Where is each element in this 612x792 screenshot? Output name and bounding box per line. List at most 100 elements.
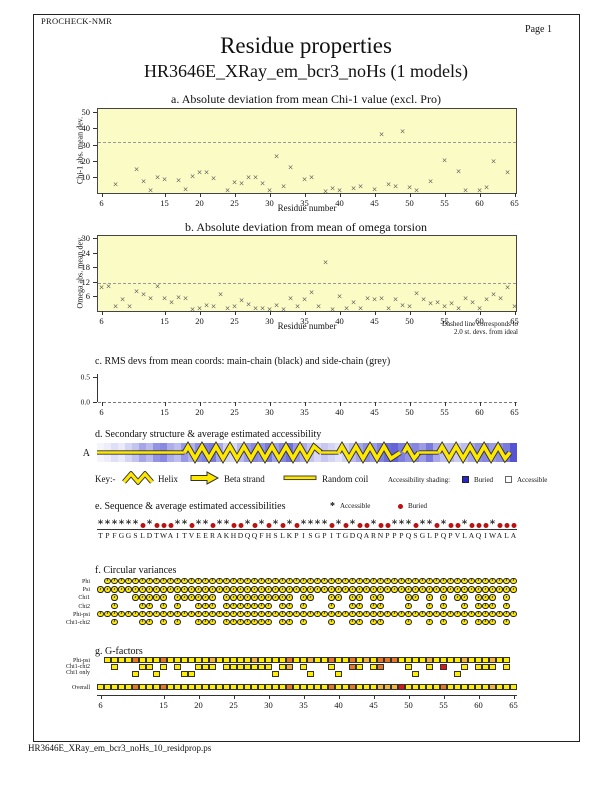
variance-dial-icon [223,610,230,618]
variance-dial-icon [426,610,433,618]
scatter-marker: × [294,302,301,311]
scatter-marker: × [189,305,196,314]
variance-dial-icon [181,594,188,601]
variance-dial-icon [300,586,307,593]
sequence-letter: H [265,531,272,540]
accessible-symbol: * [441,514,446,532]
variance-dial-icon [251,578,258,585]
accessibility-shading-label: Accessibility shading: [388,476,451,484]
buried-symbol [329,515,334,533]
sequence-letter: Q [244,531,251,540]
scatter-marker: × [378,294,385,303]
variance-dial-icon [489,619,496,626]
sequence-letter: G [342,531,349,540]
y-tick [93,296,97,298]
variance-dial-icon [433,610,440,618]
variance-dial-icon [342,610,349,618]
variance-dial-icon [111,578,118,585]
x-tick [339,311,341,315]
sequence-letter: A [167,531,174,540]
sequence-letter: I [176,531,179,540]
x-tick-label: 50 [405,407,414,417]
scatter-marker: × [469,298,476,307]
buried-dot-icon [231,523,236,528]
scatter-marker: × [252,304,259,313]
buried-symbol [210,515,215,533]
scatter-marker: × [371,295,378,304]
variance-dial-icon [188,578,195,585]
variance-dial-icon [503,619,510,626]
gfactor-overall-square [328,684,335,691]
variance-dial-icon [195,586,202,593]
buried-dot-icon [154,523,159,528]
variance-dial-icon [251,602,258,609]
variance-dial-icon [230,610,237,618]
gfactor-overall-square [489,684,496,691]
variance-dial-icon [433,578,440,585]
variance-dial-icon [125,586,132,593]
scatter-marker: × [329,305,336,314]
variance-dial-icon [426,619,433,626]
sequence-letter: P [434,531,439,540]
x-tick-label: 45 [370,316,379,326]
variance-dial-icon [398,610,405,618]
accessible-legend-label: Accessible [340,502,371,510]
gfactor-square [244,664,251,671]
variance-dial-icon [174,578,181,585]
accessible-star-icon: * [349,519,356,530]
buried-symbol [294,515,299,533]
variance-dial-icon [167,610,174,618]
gfactor-overall-square [97,684,104,691]
gfactor-square [251,657,258,664]
x-tick-label: 60 [474,700,483,710]
x-tick [164,311,166,315]
sequence-letter: V [454,531,461,540]
x-tick [374,311,376,315]
buried-symbol [161,515,166,533]
accessible-symbol: * [336,514,341,532]
x-tick-label: 40 [335,407,344,417]
gfactor-square [433,657,440,664]
buried-symbol [231,515,236,533]
circular-row-label: Phi [81,579,90,585]
buried-dot-icon [504,523,509,528]
variance-dial-icon [482,586,489,593]
x-tick-label: 25 [230,316,239,326]
variance-dial-icon [468,578,475,585]
gfactor-square [153,657,160,664]
buried-dot-icon [329,523,334,528]
x-tick-label: 6 [99,198,104,208]
variance-dial-icon [244,578,251,585]
buried-dot-icon [357,523,362,528]
scatter-marker: × [406,183,413,192]
variance-dial-icon [223,586,230,593]
sequence-letter: L [140,531,145,540]
buried-symbol [469,515,474,533]
variance-dial-icon [195,594,202,601]
variance-dial-icon [202,602,209,609]
variance-dial-icon [503,602,510,609]
accessible-symbol: * [245,514,250,532]
gfactor-overall-square [356,684,363,691]
x-tick-label: 60 [475,198,484,208]
gfactor-square [321,657,328,664]
scatter-marker: × [112,302,119,311]
x-tick-label: 65 [510,316,519,326]
scatter-marker: × [399,127,406,136]
sequence-letter: P [448,531,453,540]
x-tick-label: 6 [99,407,104,417]
buried-symbol [497,515,502,533]
variance-dial-icon [279,610,286,618]
gfactor-square [181,671,188,678]
variance-dial-icon [230,619,237,626]
buried-dot-icon [483,523,488,528]
variance-dial-icon [377,619,384,626]
variance-dial-icon [342,578,349,585]
x-tick-label: 40 [335,198,344,208]
scatter-marker: × [245,300,252,309]
variance-dial-icon [370,602,377,609]
gfactor-square [503,664,510,671]
sequence-letter: I [330,531,333,540]
buried-dot-icon [413,523,418,528]
gfactor-square [216,657,223,664]
